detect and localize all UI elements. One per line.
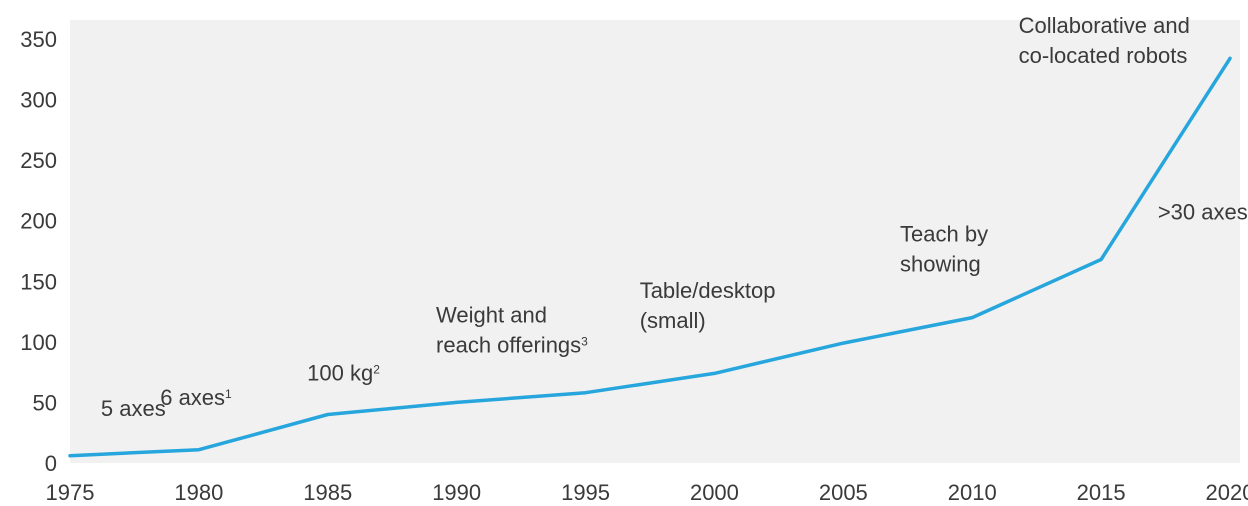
y-tick-label: 350	[20, 27, 57, 52]
annotation-line: 100 kg	[307, 361, 373, 386]
data-point	[1099, 257, 1103, 261]
series-group	[68, 56, 1232, 458]
x-tick-label: 1995	[561, 480, 610, 505]
annotation-line: Table/desktop	[640, 278, 776, 303]
y-tick-label: 50	[33, 390, 57, 415]
y-tick-label: 0	[45, 451, 57, 476]
y-tick-label: 200	[20, 209, 57, 234]
data-point	[197, 448, 201, 452]
data-point	[841, 341, 845, 345]
plot-area	[70, 20, 1240, 463]
annotation-line: >30 axes	[1158, 200, 1248, 225]
annotation-footnote: 1	[225, 387, 232, 401]
annotation-line: (small)	[640, 308, 706, 333]
data-point	[455, 400, 459, 404]
y-tick-label: 250	[20, 148, 57, 173]
y-tick-label: 100	[20, 330, 57, 355]
data-point	[1228, 56, 1232, 60]
x-tick-label: 2010	[948, 480, 997, 505]
data-point	[68, 454, 72, 458]
annotation-label: 5 axes	[101, 396, 166, 421]
annotation-footnote: 2	[373, 363, 380, 377]
series-line	[68, 56, 1232, 458]
annotation-line: Teach by	[900, 221, 988, 246]
data-point	[326, 413, 330, 417]
y-tick-label: 300	[20, 88, 57, 113]
x-axis-ticks: 1975 1980 1985 1990 1995 2000 2005 2010 2015 2020	[46, 480, 1248, 505]
annotation-label: Weight and reach offerings3	[436, 302, 588, 357]
x-tick-label: 1975	[46, 480, 95, 505]
data-point	[712, 371, 716, 375]
annotation-label: Collaborative and co-located robots	[1019, 13, 1190, 68]
annotation-label: >30 axes	[1158, 200, 1248, 225]
data-point	[584, 391, 588, 395]
annotation-label: Teach by showing	[900, 221, 988, 276]
annotation-label: 6 axes1	[160, 385, 232, 410]
x-tick-label: 2015	[1077, 480, 1126, 505]
annotation-line: 6 axes	[160, 385, 225, 410]
annotation-label: Table/desktop (small)	[640, 278, 776, 333]
x-tick-label: 2005	[819, 480, 868, 505]
data-point	[970, 316, 974, 320]
x-tick-label: 1990	[432, 480, 481, 505]
annotation-line: reach offerings	[436, 332, 581, 357]
x-tick-label: 1980	[174, 480, 223, 505]
y-axis-ticks: 0 50 100 150 200 250 300 350	[20, 27, 57, 476]
annotation-footnote: 3	[581, 334, 588, 348]
x-tick-label: 1985	[303, 480, 352, 505]
annotation-label: 100 kg2	[307, 361, 380, 386]
y-tick-label: 150	[20, 269, 57, 294]
annotation-line: Collaborative and	[1019, 13, 1190, 38]
x-tick-label: 2020	[1206, 480, 1248, 505]
x-tick-label: 2000	[690, 480, 739, 505]
annotation-line: showing	[900, 251, 981, 276]
annotation-line: 5 axes	[101, 396, 166, 421]
annotation-line: Weight and	[436, 302, 547, 327]
annotation-line: co-located robots	[1019, 43, 1188, 68]
